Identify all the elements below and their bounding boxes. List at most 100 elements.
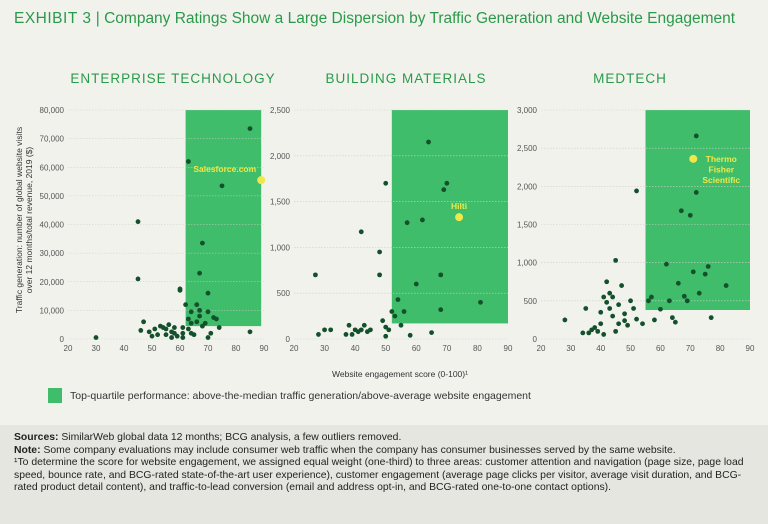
medtech-x-tick-label: 20 (537, 344, 546, 353)
enterprise-data-point (93, 335, 99, 340)
building-data-point (426, 139, 431, 145)
medtech-data-point (613, 257, 619, 263)
building-data-point (404, 220, 410, 226)
building-y-tick-label: 1,000 (270, 243, 291, 252)
building-data-point (358, 229, 364, 235)
medtech-top-quartile-region (645, 110, 750, 310)
medtech-data-point (693, 133, 699, 139)
enterprise-data-point (202, 320, 208, 326)
medtech-data-point (583, 306, 589, 311)
building-data-point (316, 332, 321, 337)
enterprise-x-tick-label: 40 (120, 344, 129, 353)
medtech-x-tick-label: 90 (746, 344, 755, 353)
legend: Top-quartile performance: above-the-medi… (48, 388, 531, 403)
enterprise-data-point (247, 329, 253, 335)
medtech-data-point (598, 321, 604, 327)
building-data-point (438, 272, 444, 278)
medtech-data-point (690, 269, 696, 275)
enterprise-data-point (152, 326, 158, 332)
enterprise-y-tick-label: 10,000 (40, 306, 65, 315)
enterprise-data-point (197, 270, 203, 276)
enterprise-data-point (166, 322, 172, 328)
medtech-data-point (634, 316, 639, 322)
building-data-point (349, 332, 355, 337)
enterprise-y-tick-label: 30,000 (40, 249, 65, 258)
medtech-data-point (619, 283, 625, 288)
medtech-data-point (616, 321, 622, 327)
medtech-callout-label-line: Scientific (702, 175, 740, 185)
enterprise-data-point (214, 316, 219, 322)
building-data-point (358, 327, 364, 333)
enterprise-y-tick-label: 20,000 (40, 278, 65, 287)
medtech-data-point (586, 330, 592, 336)
enterprise-callout-label: Salesforce.com (193, 164, 256, 174)
enterprise-data-point (163, 332, 169, 338)
medtech-data-point (666, 298, 672, 304)
building-data-point (392, 313, 398, 319)
enterprise-y-tick-label: 80,000 (40, 106, 65, 115)
enterprise-x-tick-label: 20 (64, 344, 73, 353)
medtech-data-point (640, 321, 645, 327)
sources-line: Sources: SimilarWeb global data 12 month… (14, 432, 756, 445)
enterprise-y-tick-label: 70,000 (40, 135, 65, 144)
enterprise-data-point (205, 290, 211, 296)
enterprise-data-point (219, 183, 225, 189)
exhibit-title: Exhibit 3 | Company Ratings Show a Large… (14, 9, 754, 29)
enterprise-callout-label-line: Salesforce.com (193, 164, 256, 174)
building-top-quartile-region (391, 110, 508, 324)
enterprise-x-tick-label: 90 (260, 344, 269, 353)
exhibit-number: Exhibit 3 (14, 10, 92, 27)
building-data-point (377, 249, 382, 255)
medtech-data-point (705, 264, 711, 269)
medtech-data-point (649, 294, 654, 300)
enterprise-data-point (180, 335, 186, 340)
panel-title-building: BUILDING MATERIALS (325, 71, 487, 86)
building-callout-label-line: Hilti (451, 201, 467, 211)
medtech-data-point (598, 309, 604, 315)
building-y-tick-label: 500 (277, 289, 291, 298)
medtech-y-tick-label: 3,000 (517, 106, 538, 115)
building-x-tick-label: 70 (442, 344, 451, 353)
note-line: Note: Some company evaluations may inclu… (14, 445, 756, 458)
building-x-tick-label: 90 (504, 344, 513, 353)
enterprise-data-point (208, 330, 214, 336)
enterprise-data-point (188, 320, 194, 326)
y-axis-label-line1: Traffic generation: number of global web… (14, 127, 24, 313)
enterprise-y-tick-label: 0 (60, 335, 65, 344)
medtech-data-point (562, 317, 568, 323)
legend-label: Top-quartile performance: above-the-medi… (70, 389, 531, 402)
panel-title-medtech: MEDTECH (593, 71, 667, 86)
building-y-tick-label: 2,000 (270, 152, 291, 161)
medtech-data-point (664, 261, 669, 267)
enterprise-data-point (155, 332, 161, 338)
enterprise-data-point (180, 325, 186, 330)
footnote-line: ¹To determine the score for website enga… (14, 457, 744, 494)
medtech-data-point (669, 315, 675, 321)
medtech-data-point (625, 322, 630, 328)
enterprise-data-point (197, 307, 203, 313)
medtech-data-point (610, 313, 616, 319)
building-x-tick-label: 80 (473, 344, 482, 353)
enterprise-x-tick-label: 50 (148, 344, 157, 353)
enterprise-y-tick-label: 40,000 (40, 221, 65, 230)
building-y-tick-label: 2,500 (270, 106, 291, 115)
medtech-y-tick-label: 1,000 (517, 259, 538, 268)
medtech-data-point (634, 188, 639, 194)
building-data-point (438, 307, 444, 313)
medtech-x-tick-label: 50 (626, 344, 635, 353)
enterprise-data-point (177, 286, 183, 292)
medtech-data-point (693, 190, 699, 195)
enterprise-data-point (180, 330, 186, 336)
enterprise-data-point (194, 302, 200, 308)
enterprise-data-point (247, 126, 253, 132)
medtech-callout-label-line: Thermo (706, 154, 737, 164)
medtech-data-point (613, 328, 619, 334)
enterprise-y-tick-label: 60,000 (40, 163, 65, 172)
enterprise-x-tick-label: 70 (204, 344, 213, 353)
building-data-point (441, 187, 447, 193)
note-label: Note: (14, 444, 41, 456)
title-separator: | (95, 10, 100, 27)
medtech-y-tick-label: 500 (524, 297, 538, 306)
medtech-data-point (595, 328, 601, 334)
medtech-data-point (601, 294, 607, 300)
